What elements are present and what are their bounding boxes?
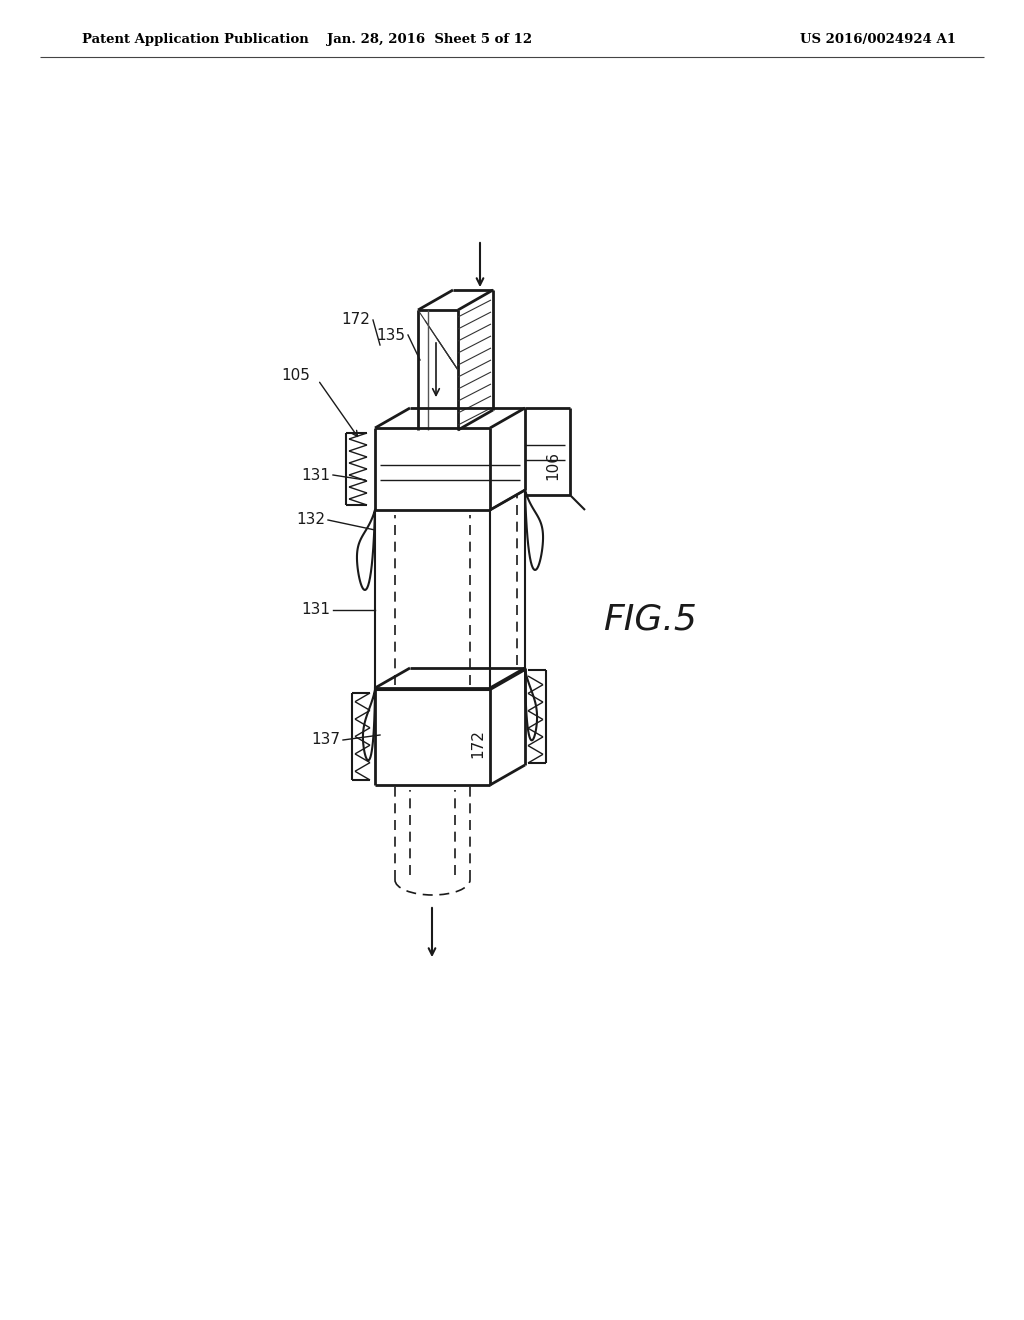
Text: Patent Application Publication: Patent Application Publication [82,33,309,46]
Text: 135: 135 [376,327,406,342]
Text: Jan. 28, 2016  Sheet 5 of 12: Jan. 28, 2016 Sheet 5 of 12 [328,33,532,46]
Text: FIG.5: FIG.5 [603,603,697,638]
Text: 106: 106 [545,450,560,479]
Text: 137: 137 [311,733,340,747]
Text: US 2016/0024924 A1: US 2016/0024924 A1 [800,33,956,46]
Text: 172: 172 [470,730,485,759]
Text: 172: 172 [341,313,370,327]
Text: 131: 131 [301,602,330,618]
Text: 131: 131 [301,467,330,483]
Text: 132: 132 [296,512,325,528]
Text: 105: 105 [282,367,310,383]
